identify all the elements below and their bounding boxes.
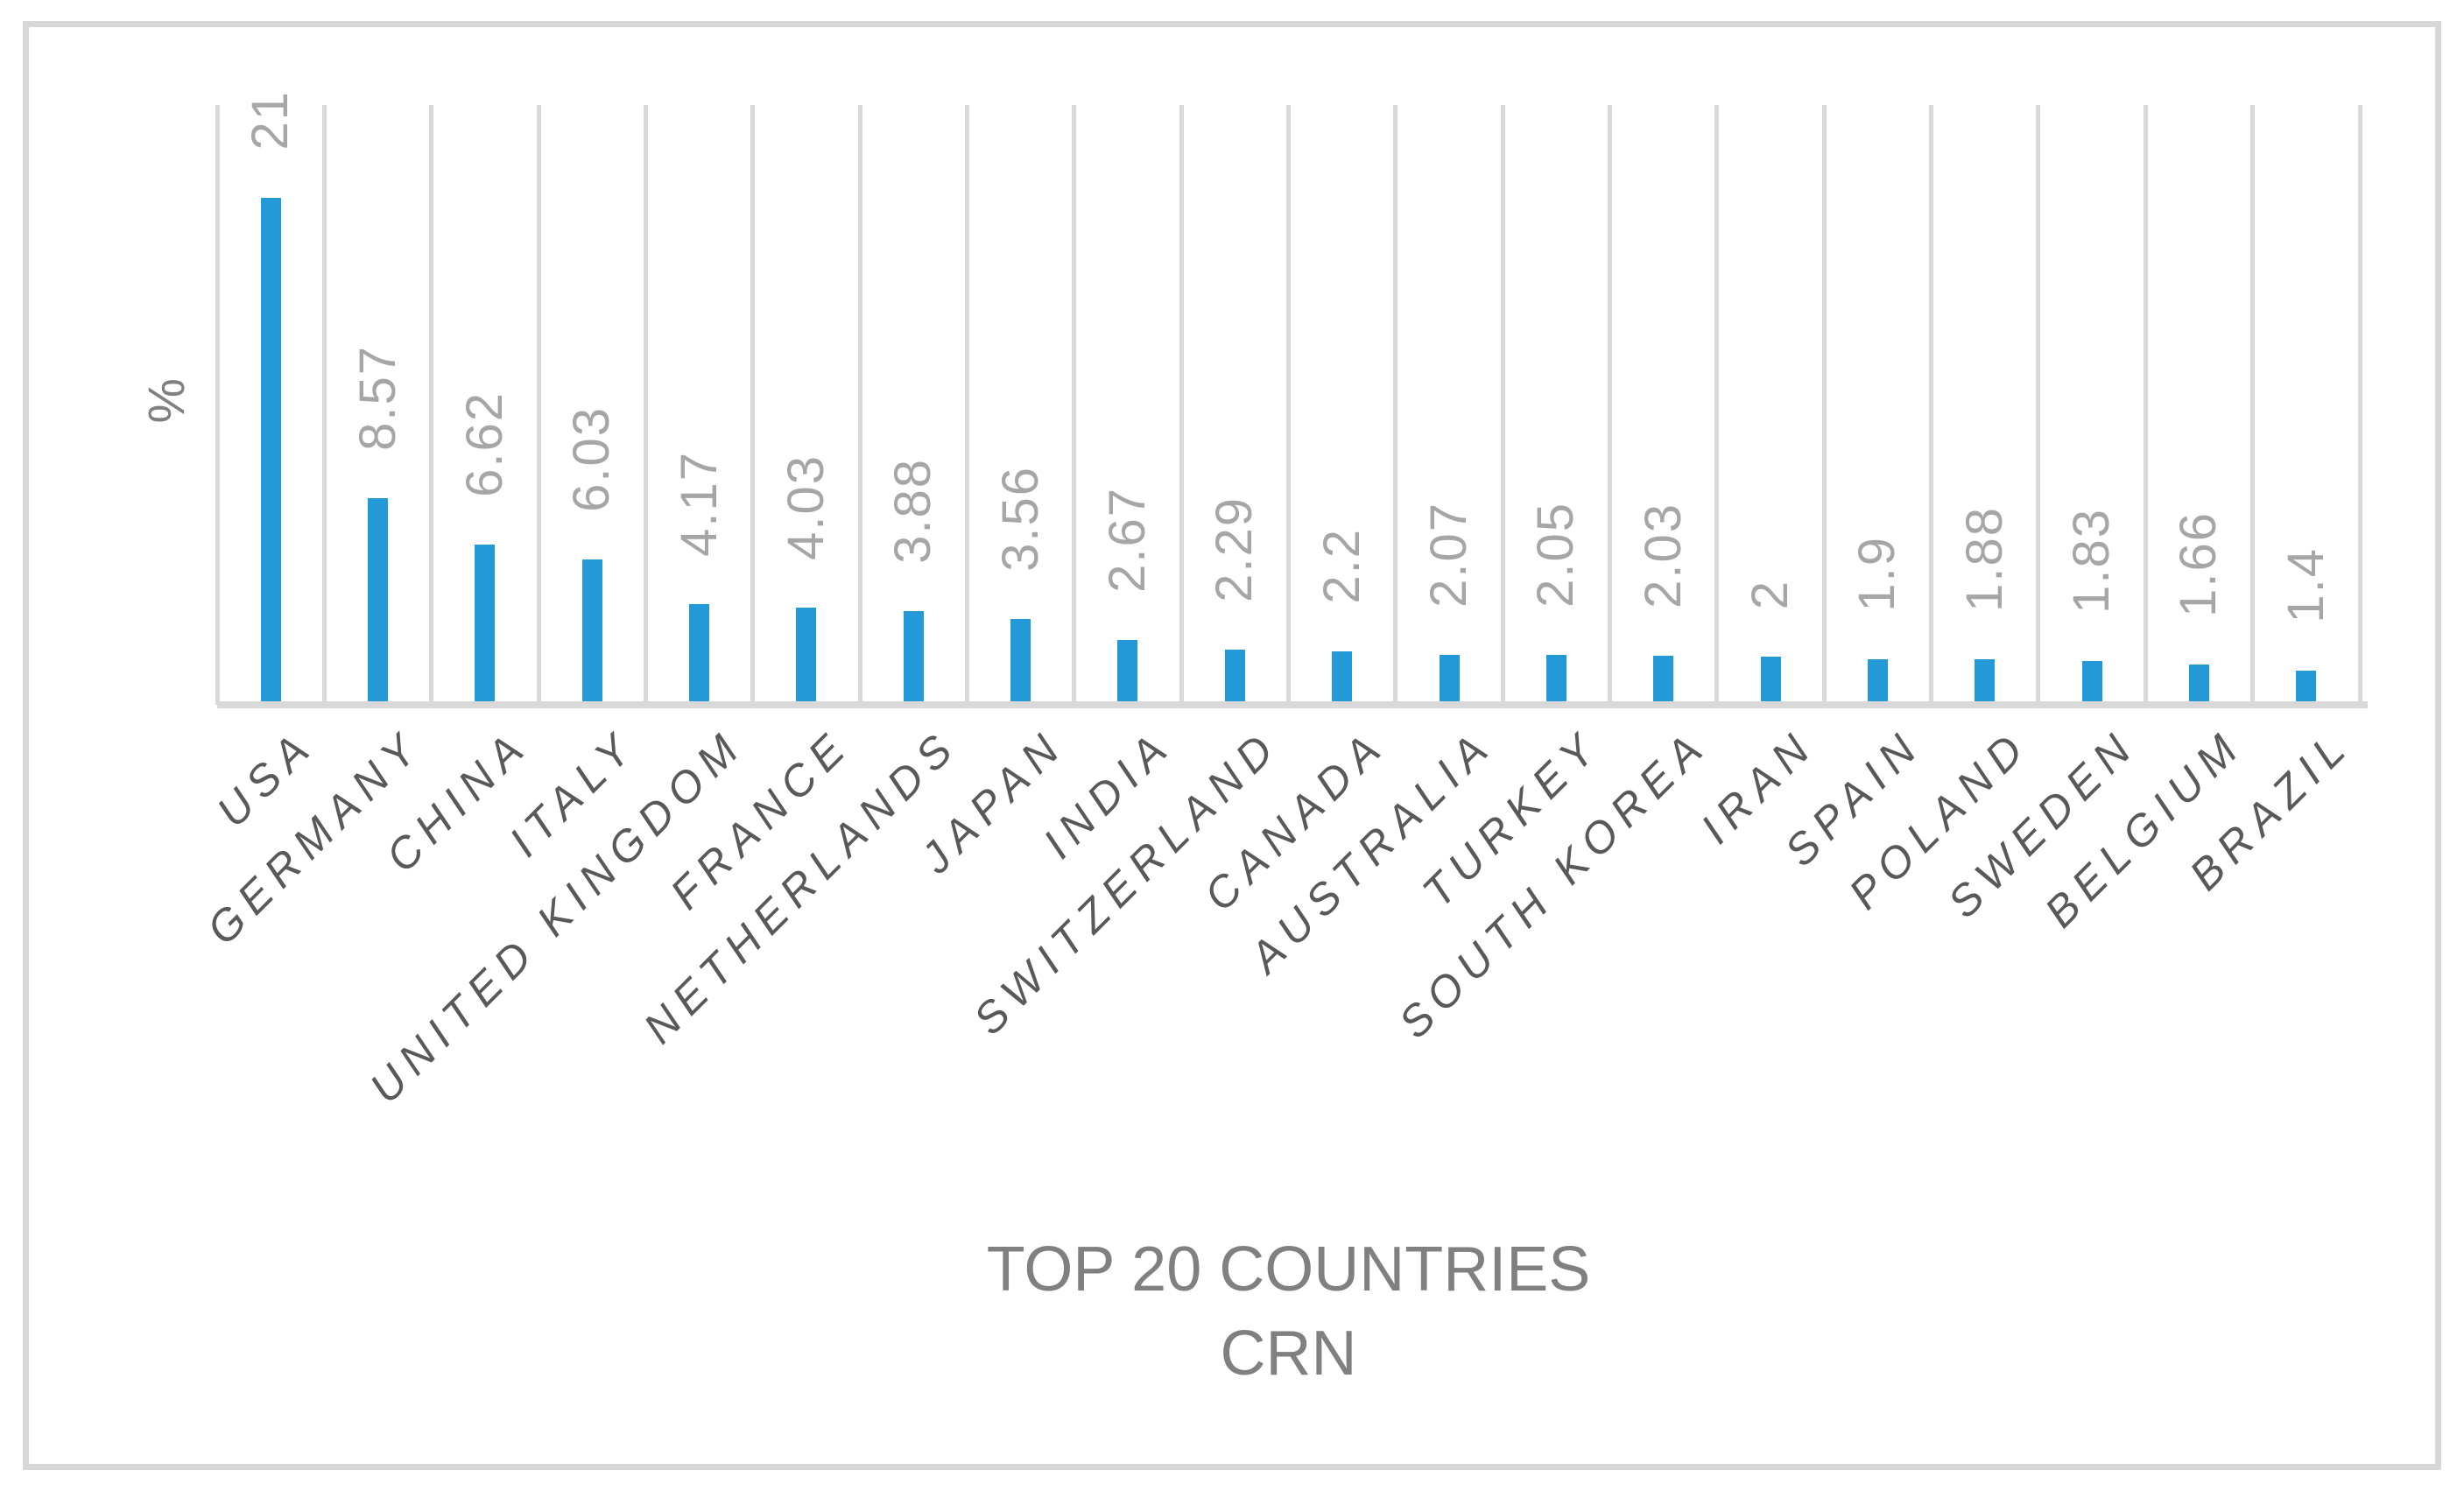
bar-usa bbox=[260, 198, 281, 705]
plot-area: 21 8.57 6.62 6.03 4.17 4.03 3.88 3.56 2.67 2.29 2.… bbox=[215, 90, 2362, 705]
gridline bbox=[536, 105, 541, 705]
gridline bbox=[2357, 105, 2362, 705]
bar-spain bbox=[1867, 659, 1888, 705]
gridline bbox=[1714, 105, 1720, 705]
value-label: 6.03 bbox=[563, 406, 621, 512]
value-label: 1.4 bbox=[2277, 547, 2334, 623]
bar-switzerland bbox=[1224, 650, 1245, 705]
bar-india bbox=[1117, 640, 1138, 705]
gridline bbox=[857, 105, 862, 705]
value-label: 2.07 bbox=[1420, 502, 1478, 608]
gridline bbox=[2250, 105, 2256, 705]
gridline bbox=[1179, 105, 1184, 705]
value-label: 1.88 bbox=[1955, 506, 2013, 612]
chart-title: TOP 20 COUNTRIES bbox=[986, 1234, 1591, 1305]
gridline bbox=[1608, 105, 1613, 705]
value-label: 8.57 bbox=[348, 345, 406, 451]
gridline bbox=[1286, 105, 1291, 705]
bar-canada bbox=[1332, 651, 1353, 705]
gridline bbox=[1929, 105, 1934, 705]
value-label: 2.03 bbox=[1634, 503, 1692, 608]
value-label: 6.62 bbox=[455, 391, 513, 497]
gridline bbox=[2143, 105, 2148, 705]
gridline bbox=[215, 105, 220, 705]
bar-netherlands bbox=[903, 611, 924, 705]
bar-turkey bbox=[1545, 655, 1566, 705]
gridline bbox=[643, 105, 648, 705]
value-label: 2 bbox=[1742, 579, 1799, 609]
value-label: 4.17 bbox=[670, 451, 728, 557]
chart-subtitle: CRN bbox=[1220, 1319, 1357, 1389]
bar-iran bbox=[1760, 657, 1781, 705]
bar-japan bbox=[1010, 619, 1031, 705]
bar-france bbox=[796, 608, 817, 705]
x-axis-line bbox=[217, 701, 2368, 708]
gridline bbox=[1821, 105, 1827, 705]
value-label: 1.66 bbox=[2170, 511, 2228, 617]
gridline bbox=[1072, 105, 1077, 705]
chart-title-block: TOP 20 COUNTRIES CRN bbox=[217, 1227, 2360, 1396]
value-label: 3.56 bbox=[991, 466, 1049, 572]
bar-brazil bbox=[2296, 671, 2317, 705]
gridline bbox=[321, 105, 327, 705]
gridline bbox=[1500, 105, 1505, 705]
bar-australia bbox=[1439, 655, 1460, 705]
value-label: 2.2 bbox=[1313, 528, 1370, 604]
bar-china bbox=[475, 545, 496, 705]
gridline bbox=[1393, 105, 1398, 705]
gridline bbox=[429, 105, 434, 705]
gridline bbox=[750, 105, 756, 705]
bar-united-kingdom bbox=[689, 604, 710, 705]
y-axis-title: % bbox=[138, 378, 195, 424]
value-label: 2.67 bbox=[1098, 487, 1156, 593]
gridline bbox=[964, 105, 969, 705]
bar-south-korea bbox=[1653, 656, 1674, 705]
bar-germany bbox=[368, 498, 389, 705]
value-label: 1.83 bbox=[2063, 508, 2121, 614]
gridline bbox=[2036, 105, 2041, 705]
value-label: 3.88 bbox=[884, 458, 942, 564]
value-label: 1.9 bbox=[1848, 536, 1906, 612]
bar-belgium bbox=[2188, 665, 2209, 705]
bar-italy bbox=[581, 559, 602, 705]
value-label: 2.05 bbox=[1527, 502, 1585, 608]
bar-poland bbox=[1975, 659, 1996, 705]
value-label: 2.29 bbox=[1206, 496, 1264, 602]
value-label: 21 bbox=[242, 90, 299, 151]
bar-sweden bbox=[2081, 661, 2102, 705]
value-label: 4.03 bbox=[777, 454, 834, 560]
